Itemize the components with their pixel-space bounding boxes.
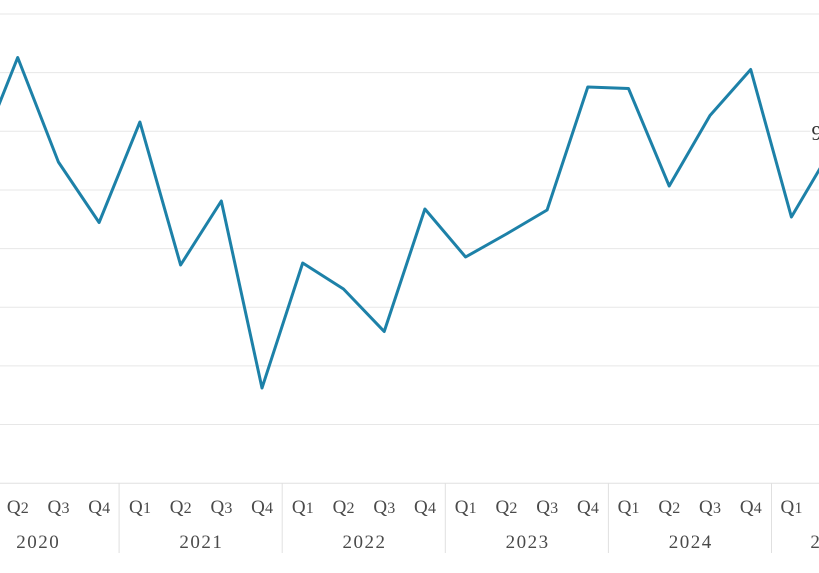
svg-text:Q2: Q2	[495, 497, 517, 518]
svg-text:Q3: Q3	[48, 497, 70, 518]
svg-text:Q1: Q1	[129, 497, 151, 518]
svg-text:Q3: Q3	[210, 497, 232, 518]
svg-text:Q4: Q4	[740, 497, 762, 518]
svg-text:Q2: Q2	[170, 497, 192, 518]
svg-text:Q3: Q3	[373, 497, 395, 518]
svg-text:Q3: Q3	[699, 497, 721, 518]
svg-text:Q3: Q3	[536, 497, 558, 518]
svg-text:Q4: Q4	[577, 497, 599, 518]
svg-text:2024: 2024	[669, 532, 713, 553]
svg-text:2020: 2020	[16, 532, 60, 553]
svg-text:Q2: Q2	[7, 497, 29, 518]
svg-text:2021: 2021	[179, 532, 223, 553]
svg-text:2025: 2025	[810, 532, 819, 553]
svg-text:Q1: Q1	[618, 497, 640, 518]
svg-text:2023: 2023	[506, 532, 550, 553]
svg-text:Q1: Q1	[781, 497, 803, 518]
svg-text:Q4: Q4	[88, 497, 110, 518]
svg-text:Q2: Q2	[658, 497, 680, 518]
svg-text:Q4: Q4	[251, 497, 273, 518]
svg-text:90: 90	[812, 121, 819, 145]
svg-text:Q1: Q1	[292, 497, 314, 518]
svg-text:Q1: Q1	[455, 497, 477, 518]
svg-text:2022: 2022	[343, 532, 387, 553]
svg-text:Q4: Q4	[414, 497, 436, 518]
svg-text:Q2: Q2	[333, 497, 355, 518]
